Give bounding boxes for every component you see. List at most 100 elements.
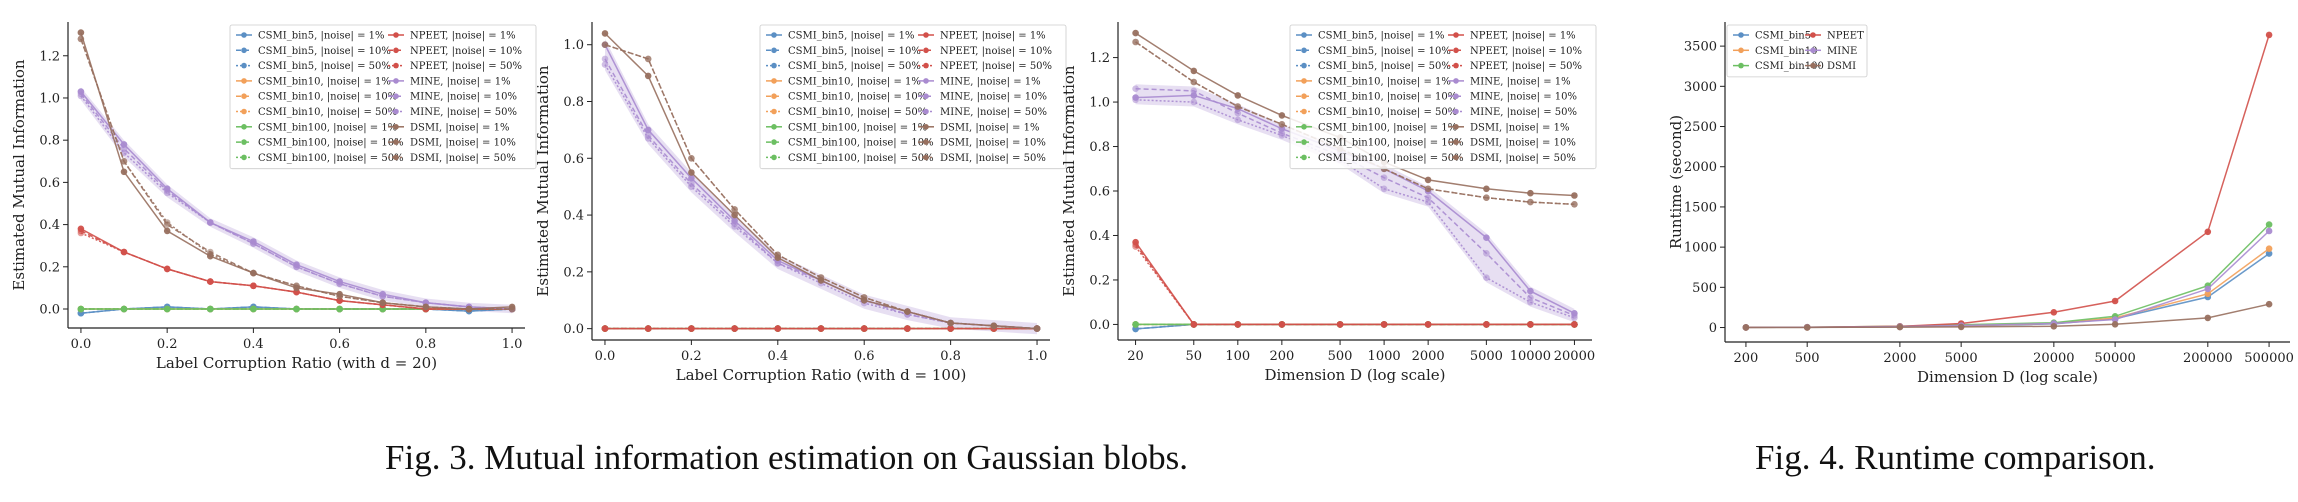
data-point xyxy=(77,29,85,36)
data-point xyxy=(77,305,85,313)
data-point xyxy=(1190,321,1198,328)
legend: CSMI_bin5, |noise| = 1% CSMI_bin5, |noise… xyxy=(1289,24,1597,170)
y-tick-label: 0.2 xyxy=(39,260,60,275)
legend-swatch-marker xyxy=(1810,32,1816,38)
legend-swatch-marker xyxy=(393,139,399,145)
data-point xyxy=(2265,221,2273,228)
data-point xyxy=(947,319,954,327)
data-point xyxy=(1190,87,1198,95)
data-point xyxy=(731,206,738,213)
data-point xyxy=(644,325,652,332)
legend-swatch-marker xyxy=(923,93,929,99)
x-tick-label: 0.0 xyxy=(71,337,92,352)
data-point xyxy=(1424,176,1432,184)
legend-swatch-marker xyxy=(241,139,247,145)
legend-entry-label: CSMI_bin100, |noise| = 10% xyxy=(258,138,404,149)
legend-swatch-marker xyxy=(241,124,247,130)
data-point xyxy=(601,325,609,332)
legend-swatch-marker xyxy=(241,62,247,69)
data-point xyxy=(1132,243,1139,250)
data-point xyxy=(1380,185,1388,193)
data-point xyxy=(379,293,387,300)
legend-swatch-marker xyxy=(393,32,399,38)
x-tick-label: 500 xyxy=(1795,351,1820,366)
data-point xyxy=(1803,324,1811,331)
y-tick-label: 3000 xyxy=(1684,80,1717,95)
x-tick-label: 0.8 xyxy=(940,349,961,364)
data-point xyxy=(731,211,738,219)
data-point xyxy=(1190,98,1198,106)
data-point xyxy=(2204,314,2212,322)
legend-entry-label: CSMI_bin10, |noise| = 50% xyxy=(1318,107,1457,118)
data-point xyxy=(422,303,430,311)
y-tick-label: 0.0 xyxy=(1089,318,1110,333)
data-point xyxy=(731,325,738,332)
data-point xyxy=(731,223,738,230)
data-point xyxy=(2050,323,2058,330)
data-point xyxy=(1190,67,1198,75)
series-line xyxy=(1745,252,2270,329)
legend-entry-label: MINE, |noise| = 1% xyxy=(1470,76,1571,87)
data-point xyxy=(2204,228,2212,236)
data-point xyxy=(250,282,257,290)
series-line xyxy=(80,38,513,310)
series-line xyxy=(1745,303,2270,329)
data-point xyxy=(1336,321,1344,328)
data-point xyxy=(2265,300,2273,308)
legend-swatch-marker xyxy=(241,47,247,54)
x-tick-label: 200 xyxy=(1734,351,1759,366)
data-point xyxy=(293,263,300,271)
data-point xyxy=(644,135,652,142)
data-point xyxy=(1483,194,1490,201)
chart-panel-4: 0 500 1000 1500 2000 2500 3000 3500 200 500 2000 50… xyxy=(1667,22,2294,386)
data-point xyxy=(1527,198,1534,206)
data-point xyxy=(774,260,782,267)
data-point xyxy=(1234,116,1242,124)
legend-swatch-marker xyxy=(393,124,399,130)
y-tick-label: 2000 xyxy=(1684,160,1717,175)
legend-entry-label: DSMI, |noise| = 10% xyxy=(940,138,1046,149)
legend-box xyxy=(229,24,537,170)
legend-entry-label: DSMI, |noise| = 50% xyxy=(410,153,516,164)
data-point xyxy=(1483,185,1490,193)
legend-swatch-marker xyxy=(923,124,929,130)
legend-swatch-marker xyxy=(241,93,247,99)
data-point xyxy=(1527,287,1534,295)
data-point xyxy=(1957,323,1965,331)
x-tick-label: 20000 xyxy=(2033,351,2074,366)
x-tick-label: 50 xyxy=(1185,349,1202,364)
legend-entry-label: NPEET, |noise| = 1% xyxy=(1470,31,1576,42)
legend-swatch-marker xyxy=(241,32,247,38)
legend-entry-label: CSMI_bin100, |noise| = 10% xyxy=(1318,138,1464,149)
legend-swatch-marker xyxy=(923,78,929,84)
x-tick-label: 1.0 xyxy=(502,337,523,352)
legend-swatch-marker xyxy=(923,32,929,38)
x-tick-label: 10000 xyxy=(1510,349,1551,364)
data-point xyxy=(1278,132,1286,139)
data-point xyxy=(1380,321,1388,328)
legend-entry-label: CSMI_bin5, |noise| = 1% xyxy=(1318,31,1445,42)
data-point xyxy=(601,41,609,48)
data-point xyxy=(1190,78,1198,86)
chart-panel-1: 0.0 0.2 0.4 0.6 0.8 1.0 1.2 0.0 0.2 0.4 0.6 0.8 1.0 L… xyxy=(10,22,537,372)
legend-swatch-marker xyxy=(1453,124,1459,130)
x-tick-label: 1000 xyxy=(1368,349,1401,364)
legend-entry-label: CSMI_bin100 xyxy=(1755,61,1824,72)
legend-swatch-marker xyxy=(771,32,777,38)
legend-swatch-marker xyxy=(771,47,777,54)
x-axis-label: Label Corruption Ratio (with d = 20) xyxy=(156,354,437,372)
data-point xyxy=(1132,85,1139,92)
data-point xyxy=(1742,324,1750,331)
data-point xyxy=(1424,185,1432,193)
data-point xyxy=(2265,227,2273,235)
legend-swatch-marker xyxy=(1301,139,1307,145)
data-point xyxy=(163,189,171,197)
legend-swatch-marker xyxy=(1453,139,1459,145)
x-tick-label: 1.0 xyxy=(1027,349,1048,364)
legend-entry-label: MINE, |noise| = 50% xyxy=(410,107,517,118)
legend-entry-label: CSMI_bin10, |noise| = 10% xyxy=(1318,92,1457,103)
data-point xyxy=(774,325,782,332)
legend-entry-label: NPEET, |noise| = 10% xyxy=(410,46,522,57)
legend-entry-label: DSMI, |noise| = 1% xyxy=(410,122,509,133)
data-point xyxy=(601,61,609,68)
